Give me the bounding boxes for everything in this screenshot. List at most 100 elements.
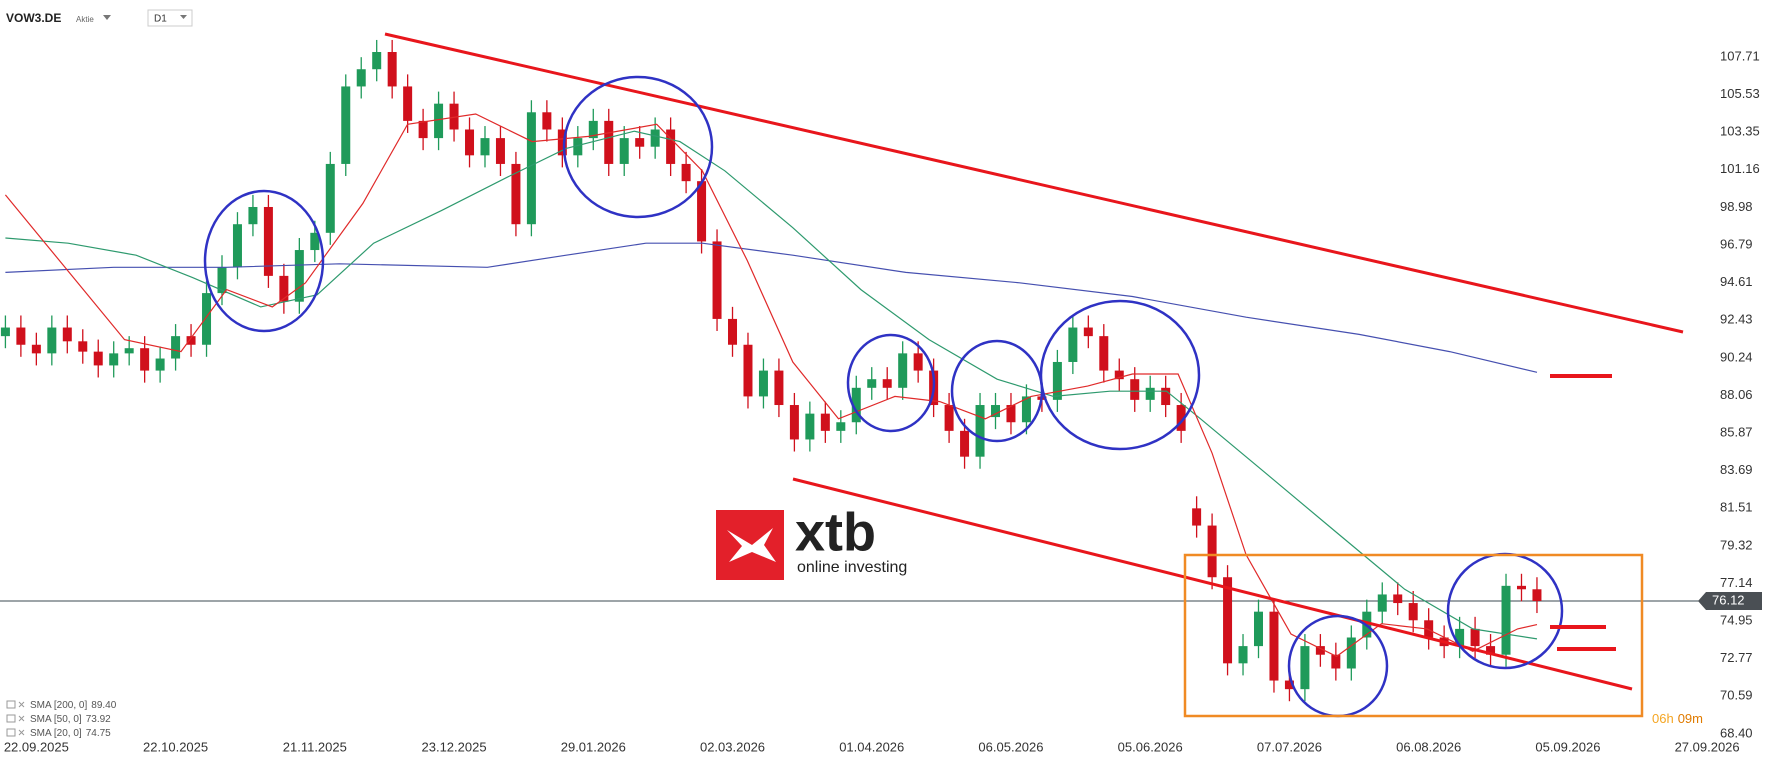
- candle-timer: 06h 09m: [1652, 711, 1703, 726]
- header: VOW3.DE Aktie D1: [6, 9, 193, 27]
- legend-name: SMA [20, 0]: [30, 728, 82, 739]
- candle-body: [1083, 327, 1093, 337]
- candle-body: [1470, 628, 1480, 647]
- candle-body: [774, 370, 784, 406]
- y-tick-label: 77.14: [1720, 575, 1753, 590]
- x-tick-label: 05.09.2026: [1535, 739, 1600, 754]
- symbol[interactable]: VOW3.DE: [6, 11, 61, 25]
- candle-body: [434, 103, 444, 139]
- legend-entry: SMA [50, 0] 73.92: [30, 714, 111, 725]
- candle-body: [1269, 611, 1279, 681]
- candle-body: [1223, 577, 1233, 664]
- candle-body: [1393, 594, 1403, 604]
- candle-body: [1331, 654, 1341, 669]
- candle-body: [758, 370, 768, 397]
- instrument-type: Aktie: [76, 15, 94, 24]
- candle-body: [1346, 637, 1356, 669]
- candle-body: [1501, 585, 1511, 655]
- timer-part: 09m: [1678, 711, 1703, 726]
- candle-body: [47, 327, 57, 354]
- candle-body: [1207, 525, 1217, 578]
- candle-body: [1068, 327, 1078, 362]
- legend-value: 74.75: [86, 728, 111, 739]
- candle-body: [1516, 585, 1526, 590]
- candle-body: [557, 129, 567, 156]
- candle-body: [619, 138, 629, 164]
- legend-icon: [6, 700, 16, 709]
- y-tick-label: 83.69: [1720, 462, 1753, 477]
- x-tick-label: 27.09.2026: [1675, 739, 1740, 754]
- candle-body: [944, 405, 954, 431]
- annotations: [203, 32, 1684, 718]
- candle-body: [31, 344, 41, 354]
- resistance-trendline: [384, 32, 1684, 334]
- x-tick-label: 22.10.2025: [143, 739, 208, 754]
- candle-body: [232, 224, 242, 268]
- candle-body: [728, 318, 738, 345]
- candle-body: [851, 387, 861, 423]
- candle-body: [387, 52, 397, 87]
- x-tick-label: 23.12.2025: [422, 739, 487, 754]
- x-tick-label: 05.06.2026: [1118, 739, 1183, 754]
- candle-body: [898, 353, 908, 388]
- candle-body: [511, 163, 521, 225]
- candle-body: [1424, 620, 1434, 638]
- candle-body: [465, 129, 475, 156]
- candle-body: [1052, 361, 1062, 400]
- candle-body: [913, 353, 923, 371]
- y-tick-label: 79.32: [1720, 537, 1753, 552]
- candle-body: [418, 120, 428, 139]
- candle-body: [124, 348, 134, 354]
- candle-body: [140, 348, 150, 371]
- y-tick-label: 70.59: [1720, 688, 1753, 703]
- legend-close[interactable]: [18, 729, 25, 736]
- candle-body: [1176, 405, 1186, 431]
- candle-body: [93, 351, 103, 366]
- candle-body: [186, 336, 196, 345]
- logo: xtb online investing: [716, 502, 907, 580]
- legend-value: 89.40: [91, 700, 116, 711]
- x-tick-label: 29.01.2026: [561, 739, 626, 754]
- candle-body: [202, 293, 212, 345]
- candle-body: [1315, 646, 1325, 655]
- candle-body: [882, 379, 892, 388]
- logo-tagline: online investing: [797, 559, 907, 576]
- legend-close[interactable]: [18, 701, 25, 708]
- candle-body: [279, 275, 289, 302]
- candle-body: [1238, 646, 1248, 664]
- legend-value: 73.92: [86, 714, 111, 725]
- y-tick-label: 98.98: [1720, 199, 1753, 214]
- timeframe-select[interactable]: [147, 9, 193, 27]
- logo-brand: xtb: [795, 502, 876, 562]
- candle-body: [635, 138, 645, 147]
- candle-body: [109, 353, 119, 366]
- indicator-line: [4, 113, 1538, 658]
- legend-icon: [6, 728, 16, 737]
- symbol-dropdown[interactable]: [103, 15, 111, 20]
- candle-body: [248, 206, 258, 225]
- timeframe-dropdown[interactable]: [180, 15, 187, 19]
- highlight-circle: [846, 333, 936, 433]
- candle-body: [294, 250, 304, 302]
- candle-body: [155, 358, 165, 371]
- y-tick-label: 72.77: [1720, 650, 1753, 665]
- candle-body: [542, 112, 552, 130]
- candle-body: [449, 103, 459, 130]
- candle-body: [1532, 589, 1542, 601]
- candle-body: [1114, 370, 1124, 380]
- candle-body: [1161, 387, 1171, 406]
- y-tick-label: 94.61: [1720, 274, 1753, 289]
- indicator-line: [5, 130, 1538, 640]
- candle-body: [356, 69, 366, 87]
- candle-body: [217, 267, 227, 294]
- y-tick-label: 96.79: [1720, 236, 1753, 251]
- legend-close[interactable]: [18, 715, 25, 722]
- current-price-label: 76.12: [1712, 592, 1745, 607]
- candle-body: [480, 138, 490, 156]
- indicator-line: [5, 242, 1538, 373]
- y-tick-label: 103.35: [1720, 124, 1760, 139]
- candle-body: [1284, 680, 1294, 690]
- candle-body: [1377, 594, 1387, 612]
- legend-icon: [6, 714, 16, 723]
